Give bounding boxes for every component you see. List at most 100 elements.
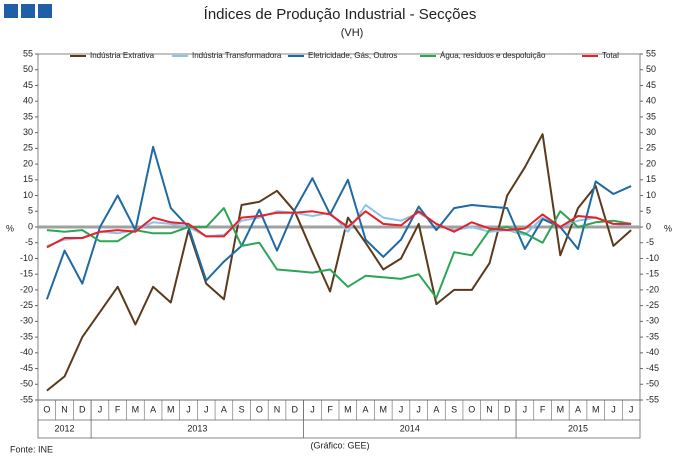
y-tick-label: 55 bbox=[23, 48, 33, 58]
x-group-label: 2015 bbox=[568, 423, 588, 433]
y-tick-label: 45 bbox=[23, 80, 33, 90]
logo-square bbox=[21, 4, 35, 18]
y-tick-label: 20 bbox=[23, 158, 33, 168]
y2-tick-label: -5 bbox=[646, 237, 654, 247]
y-tick-label: -40 bbox=[20, 347, 33, 357]
x-tick-label: J bbox=[204, 404, 209, 414]
y2-tick-label: 0 bbox=[646, 221, 651, 231]
legend-label: Água, resíduos e despoluição bbox=[440, 51, 546, 60]
x-tick-label: F bbox=[115, 404, 121, 414]
y-tick-label: 40 bbox=[23, 96, 33, 106]
y-tick-label: -25 bbox=[20, 300, 33, 310]
x-tick-label: J bbox=[98, 404, 103, 414]
x-tick-label: J bbox=[186, 404, 191, 414]
series-line bbox=[46, 204, 632, 247]
y2-tick-label: 25 bbox=[646, 143, 656, 153]
x-tick-label: D bbox=[291, 404, 298, 414]
x-tick-label: N bbox=[61, 404, 68, 414]
y-tick-label: -55 bbox=[20, 394, 33, 404]
x-tick-label: J bbox=[310, 404, 315, 414]
x-tick-label: J bbox=[416, 404, 421, 414]
y2-tick-label: -25 bbox=[646, 300, 659, 310]
y2-tick-label: 20 bbox=[646, 158, 656, 168]
x-tick-label: J bbox=[399, 404, 404, 414]
x-tick-label: J bbox=[629, 404, 634, 414]
y2-tick-label: -10 bbox=[646, 253, 659, 263]
y-tick-label: -15 bbox=[20, 269, 33, 279]
x-tick-label: M bbox=[380, 404, 388, 414]
y-tick-label: 30 bbox=[23, 127, 33, 137]
series-line bbox=[46, 133, 632, 392]
y-tick-label: -50 bbox=[20, 379, 33, 389]
y2-tick-label: 10 bbox=[646, 190, 656, 200]
x-tick-label: D bbox=[79, 404, 86, 414]
series-line bbox=[45, 145, 632, 300]
x-tick-label: O bbox=[256, 404, 263, 414]
y2-tick-label: 55 bbox=[646, 48, 656, 58]
y2-tick-label: -55 bbox=[646, 394, 659, 404]
x-tick-label: M bbox=[592, 404, 600, 414]
chart-title: Índices de Produção Industrial - Secções bbox=[204, 6, 477, 23]
y2-tick-label: -40 bbox=[646, 347, 659, 357]
legend-label: Total bbox=[602, 51, 619, 60]
x-tick-label: O bbox=[43, 404, 50, 414]
x-tick-label: S bbox=[239, 404, 245, 414]
series-line bbox=[46, 210, 632, 249]
legend-label: Eletricidade, Gás, Outros bbox=[308, 51, 397, 60]
series-line bbox=[46, 207, 632, 299]
x-tick-label: O bbox=[468, 404, 475, 414]
y2-tick-label: -20 bbox=[646, 284, 659, 294]
x-group-label: 2012 bbox=[55, 423, 75, 433]
y-tick-label: -10 bbox=[20, 253, 33, 263]
x-tick-label: S bbox=[451, 404, 457, 414]
y-tick-label: 0 bbox=[28, 221, 33, 231]
x-tick-label: J bbox=[523, 404, 528, 414]
x-group-label: 2013 bbox=[187, 423, 207, 433]
y2-tick-label: 45 bbox=[646, 80, 656, 90]
y2-tick-label: 15 bbox=[646, 174, 656, 184]
logo-square bbox=[4, 4, 18, 18]
x-tick-label: A bbox=[363, 404, 369, 414]
x-tick-label: F bbox=[327, 404, 333, 414]
y-tick-label: 50 bbox=[23, 64, 33, 74]
y-axis-label: % bbox=[6, 223, 14, 233]
y2-tick-label: 50 bbox=[646, 64, 656, 74]
y2-tick-label: -30 bbox=[646, 316, 659, 326]
y2-tick-label: -15 bbox=[646, 269, 659, 279]
x-tick-label: A bbox=[221, 404, 227, 414]
legend-label: Indústria Transformadora bbox=[192, 51, 282, 60]
logo-square bbox=[38, 4, 52, 18]
y-tick-label: 15 bbox=[23, 174, 33, 184]
source: Fonte: INE bbox=[10, 444, 53, 454]
y-tick-label: -35 bbox=[20, 331, 33, 341]
y2-tick-label: 35 bbox=[646, 111, 656, 121]
y-tick-label: -30 bbox=[20, 316, 33, 326]
chart-subtitle: (VH) bbox=[341, 27, 364, 39]
y-tick-label: 10 bbox=[23, 190, 33, 200]
y-tick-label: -20 bbox=[20, 284, 33, 294]
y2-tick-label: -35 bbox=[646, 331, 659, 341]
x-group-label: 2014 bbox=[400, 423, 420, 433]
y-tick-label: -5 bbox=[25, 237, 33, 247]
y2-tick-label: 5 bbox=[646, 206, 651, 216]
y-tick-label: 25 bbox=[23, 143, 33, 153]
x-tick-label: M bbox=[132, 404, 140, 414]
y2-tick-label: 30 bbox=[646, 127, 656, 137]
y-tick-label: 5 bbox=[28, 206, 33, 216]
credit: (Gráfico: GEE) bbox=[310, 440, 369, 450]
x-tick-label: A bbox=[150, 404, 156, 414]
x-tick-label: M bbox=[557, 404, 565, 414]
x-tick-label: D bbox=[504, 404, 511, 414]
x-tick-label: A bbox=[575, 404, 581, 414]
y2-axis-label: % bbox=[664, 223, 672, 233]
y-tick-label: 35 bbox=[23, 111, 33, 121]
x-tick-label: M bbox=[344, 404, 352, 414]
y2-tick-label: 40 bbox=[646, 96, 656, 106]
legend-label: Indústria Extrativa bbox=[90, 51, 155, 60]
x-tick-label: N bbox=[486, 404, 493, 414]
x-tick-label: N bbox=[274, 404, 281, 414]
y2-tick-label: -45 bbox=[646, 363, 659, 373]
x-tick-label: J bbox=[611, 404, 616, 414]
y-tick-label: -45 bbox=[20, 363, 33, 373]
